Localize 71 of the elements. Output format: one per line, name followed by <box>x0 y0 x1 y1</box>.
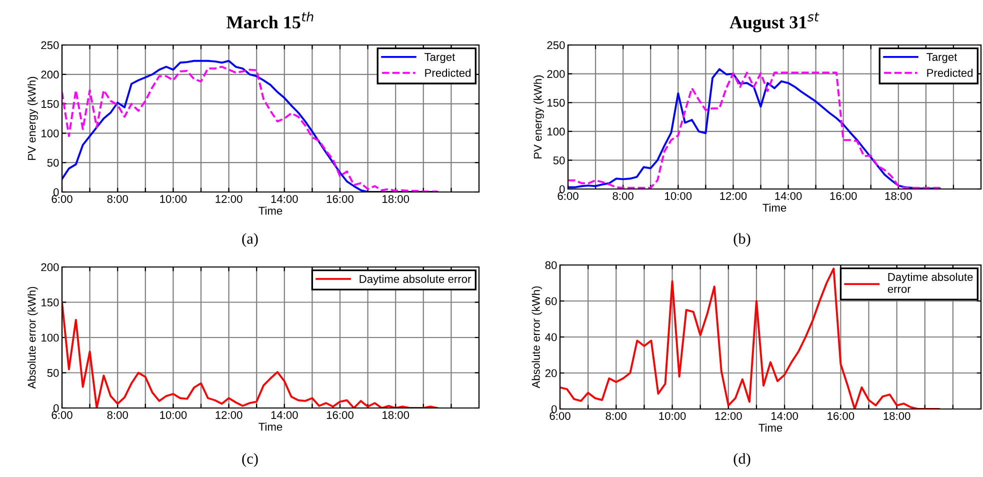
x-tick-label: 14:00 <box>271 195 298 203</box>
y-tick-label: 0 <box>551 405 557 414</box>
x-tick-label: 16:00 <box>830 192 857 200</box>
x-tick-label: 16:00 <box>326 411 354 419</box>
y-tick-label: 200 <box>547 70 565 78</box>
x-axis-title: Time <box>258 422 282 431</box>
text: (d) <box>734 453 750 467</box>
x-tick-label: 18:00 <box>885 192 912 200</box>
x-tick-label: 14:00 <box>271 411 298 419</box>
text: (b) <box>734 233 750 247</box>
x-tick-label: 16:00 <box>828 412 854 420</box>
x-tick-label: 12:00 <box>216 411 242 419</box>
x-axis-title: Time <box>258 206 282 215</box>
x-tick-label: 14:00 <box>775 192 802 200</box>
text: (a) <box>242 233 258 247</box>
y-tick-label: 200 <box>41 70 59 79</box>
y-tick-label: 150 <box>42 100 59 108</box>
y-tick-label: 200 <box>41 263 59 272</box>
legend-label: Daytime absolute error <box>888 272 973 293</box>
y-tick-label: 0 <box>53 188 59 196</box>
x-tick-label: 8:00 <box>606 412 627 420</box>
y-axis-title: PV energy (kWh) <box>534 75 544 158</box>
legend-label: Daytime absolute error <box>360 274 472 286</box>
x-tick-label: 6:00 <box>52 411 72 419</box>
line-series <box>62 301 438 408</box>
x-tick-label: 8:00 <box>107 411 128 419</box>
y-axis-title: PV energy (kWh) <box>28 76 38 160</box>
x-tick-label: 8:00 <box>107 195 128 203</box>
x-axis-title: Time <box>758 424 782 432</box>
y-tick-label: 250 <box>547 41 565 50</box>
x-tick-label: 14:00 <box>771 412 798 420</box>
x-tick-label: 10:00 <box>659 412 686 420</box>
x-tick-label: 6:00 <box>52 195 72 203</box>
y-tick-label: 0 <box>53 404 59 412</box>
y-axis-title: Absolute error (kWh) <box>532 286 542 388</box>
text: (c) <box>242 453 258 467</box>
x-tick-label: 8:00 <box>612 192 634 200</box>
y-tick-label: 100 <box>548 128 565 136</box>
y-tick-label: 80 <box>545 261 557 270</box>
x-tick-label: 10:00 <box>160 195 187 203</box>
y-tick-label: 150 <box>42 298 59 306</box>
x-tick-label: 12:00 <box>720 192 747 200</box>
y-tick-label: 0 <box>559 185 565 194</box>
legend-label: Target <box>926 53 958 64</box>
y-tick-label: 50 <box>47 158 59 167</box>
y-tick-label: 40 <box>545 333 557 342</box>
legend-label: Target <box>424 53 456 64</box>
y-tick-label: 50 <box>553 156 565 164</box>
y-tick-label: 100 <box>42 129 59 138</box>
x-tick-label: 6:00 <box>550 412 570 420</box>
y-tick-label: 150 <box>548 98 565 107</box>
x-axis-title: Time <box>762 204 786 212</box>
y-tick-label: 250 <box>41 41 59 50</box>
y-tick-label: 20 <box>545 369 557 378</box>
x-tick-label: 6:00 <box>558 192 578 200</box>
y-axis-title: Absolute error (kWh) <box>28 286 38 389</box>
x-tick-label: 12:00 <box>216 195 242 203</box>
legend-label: Predicted <box>425 68 471 77</box>
y-tick-label: 50 <box>47 369 59 377</box>
x-tick-label: 10:00 <box>160 411 187 419</box>
chart-title: August 31$^{st}$ <box>730 12 820 32</box>
x-tick-label: 18:00 <box>382 411 410 419</box>
x-tick-label: 18:00 <box>382 195 410 203</box>
x-tick-label: 10:00 <box>665 192 692 200</box>
x-tick-label: 12:00 <box>715 412 742 420</box>
x-tick-label: 16:00 <box>326 195 354 203</box>
y-tick-label: 60 <box>545 297 557 306</box>
legend-label: Predicted <box>927 68 973 77</box>
y-tick-label: 100 <box>42 334 59 342</box>
chart-title: March 15$^{th}$ <box>226 12 314 28</box>
x-tick-label: 18:00 <box>884 412 910 420</box>
